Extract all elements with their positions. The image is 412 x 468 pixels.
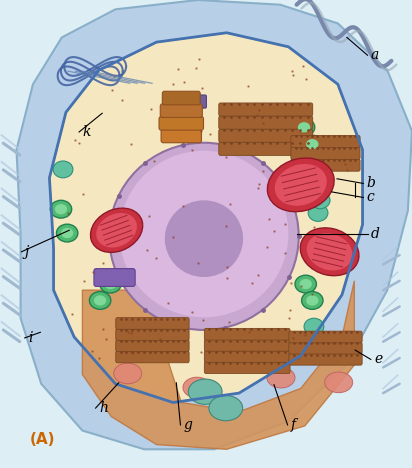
Ellipse shape: [307, 233, 353, 271]
Ellipse shape: [94, 295, 106, 306]
FancyBboxPatch shape: [204, 351, 290, 362]
FancyBboxPatch shape: [291, 147, 360, 160]
FancyBboxPatch shape: [204, 362, 290, 373]
FancyBboxPatch shape: [289, 353, 362, 365]
FancyBboxPatch shape: [159, 117, 204, 130]
Ellipse shape: [165, 200, 243, 277]
Ellipse shape: [295, 275, 316, 293]
Text: d: d: [371, 227, 380, 241]
Ellipse shape: [183, 377, 211, 398]
Ellipse shape: [293, 118, 315, 136]
Ellipse shape: [308, 205, 328, 221]
Ellipse shape: [310, 192, 330, 209]
Text: a: a: [371, 48, 379, 62]
Ellipse shape: [89, 292, 111, 309]
Ellipse shape: [109, 143, 299, 330]
Ellipse shape: [300, 228, 359, 276]
Text: i: i: [28, 331, 33, 345]
FancyBboxPatch shape: [171, 95, 189, 108]
Ellipse shape: [56, 224, 78, 242]
Text: g: g: [184, 418, 193, 432]
Text: f: f: [291, 418, 296, 432]
Ellipse shape: [188, 379, 222, 404]
Text: (A): (A): [30, 432, 55, 447]
Ellipse shape: [53, 161, 73, 178]
Polygon shape: [16, 0, 412, 449]
Text: c: c: [367, 190, 375, 205]
FancyBboxPatch shape: [289, 342, 362, 354]
FancyBboxPatch shape: [219, 103, 313, 116]
Ellipse shape: [100, 275, 121, 293]
Text: h: h: [99, 401, 108, 415]
FancyBboxPatch shape: [219, 116, 313, 129]
FancyBboxPatch shape: [289, 331, 362, 343]
Ellipse shape: [96, 213, 137, 248]
Ellipse shape: [298, 122, 310, 132]
Ellipse shape: [119, 151, 288, 317]
FancyBboxPatch shape: [219, 129, 313, 142]
FancyBboxPatch shape: [291, 159, 360, 171]
Ellipse shape: [267, 158, 334, 212]
FancyBboxPatch shape: [94, 269, 135, 286]
FancyBboxPatch shape: [116, 351, 189, 363]
Ellipse shape: [50, 200, 72, 218]
Ellipse shape: [300, 279, 312, 289]
FancyBboxPatch shape: [116, 340, 189, 351]
FancyBboxPatch shape: [160, 104, 202, 117]
Ellipse shape: [302, 135, 323, 153]
FancyBboxPatch shape: [161, 129, 201, 143]
FancyBboxPatch shape: [204, 340, 290, 351]
Ellipse shape: [55, 204, 67, 214]
FancyBboxPatch shape: [188, 95, 206, 108]
Text: e: e: [374, 352, 382, 366]
Text: b: b: [367, 176, 376, 190]
Text: j: j: [25, 245, 29, 259]
Ellipse shape: [209, 395, 243, 421]
Ellipse shape: [61, 228, 73, 238]
Ellipse shape: [325, 372, 353, 393]
Ellipse shape: [306, 295, 318, 306]
Ellipse shape: [302, 292, 323, 309]
Ellipse shape: [114, 363, 142, 384]
Ellipse shape: [275, 164, 327, 206]
FancyBboxPatch shape: [162, 91, 200, 105]
Ellipse shape: [104, 279, 117, 289]
Ellipse shape: [306, 139, 318, 149]
Polygon shape: [49, 33, 363, 402]
Ellipse shape: [267, 367, 295, 388]
FancyBboxPatch shape: [204, 329, 290, 340]
FancyBboxPatch shape: [116, 318, 189, 329]
Polygon shape: [82, 281, 354, 449]
FancyBboxPatch shape: [219, 142, 313, 155]
Ellipse shape: [304, 318, 324, 335]
Text: k: k: [82, 125, 91, 139]
Ellipse shape: [91, 208, 143, 252]
FancyBboxPatch shape: [291, 135, 360, 147]
FancyBboxPatch shape: [116, 329, 189, 341]
